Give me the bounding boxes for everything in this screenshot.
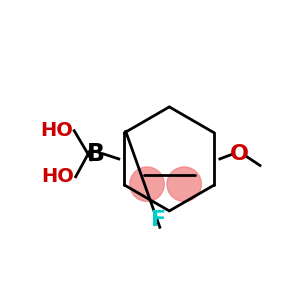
Text: HO: HO xyxy=(41,167,74,186)
Text: F: F xyxy=(151,210,166,230)
Text: B: B xyxy=(87,142,105,166)
Circle shape xyxy=(167,167,201,201)
Circle shape xyxy=(130,167,164,201)
Text: O: O xyxy=(230,144,249,164)
Text: HO: HO xyxy=(40,121,73,140)
